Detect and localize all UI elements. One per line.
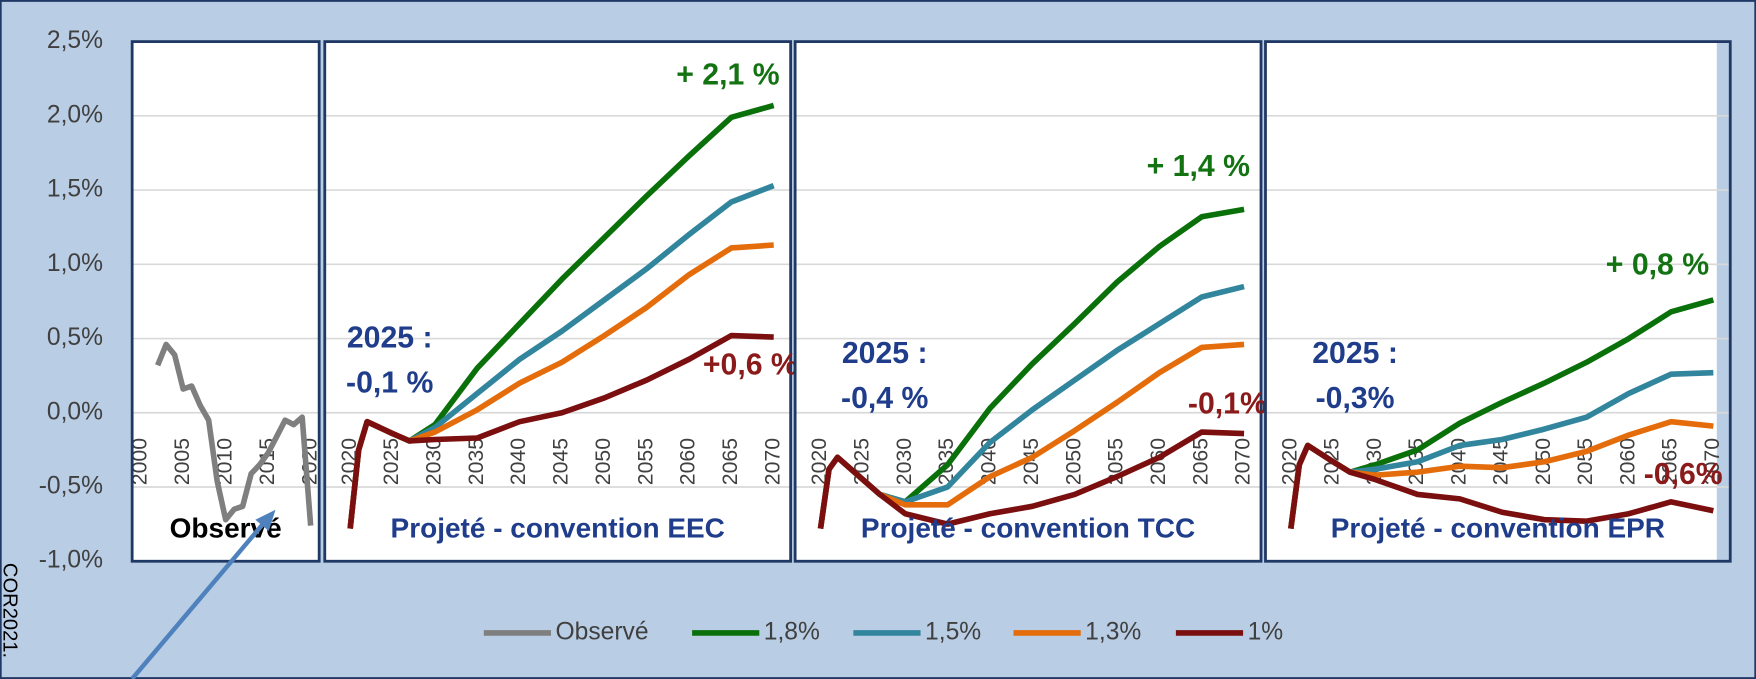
- x-tick-label: 2050: [1061, 438, 1085, 485]
- x-tick-label: 2045: [1489, 438, 1513, 485]
- legend-label: 1,3%: [1085, 618, 1141, 645]
- legend-label: 1%: [1248, 618, 1284, 645]
- annotation: + 2,1 %: [676, 58, 779, 91]
- x-tick-label: 2065: [1188, 438, 1212, 485]
- legend-label: Observé: [555, 618, 648, 645]
- annotation: +0,6 %: [703, 348, 798, 381]
- y-tick-label: 2,0%: [47, 101, 103, 128]
- x-tick-label: 2035: [464, 438, 488, 485]
- x-tick-label: 2050: [591, 438, 615, 485]
- y-tick-label: 1,0%: [47, 250, 103, 277]
- panel-border: [323, 40, 793, 563]
- x-tick-label: 2030: [892, 438, 916, 485]
- panel-frame: [1265, 41, 1731, 562]
- panel-frame: [324, 41, 791, 562]
- y-tick-label: -0,5%: [39, 473, 103, 500]
- annotation: -0,6%: [1644, 458, 1723, 491]
- x-tick-label: 2070: [1231, 438, 1255, 485]
- annotation: -0,3%: [1316, 382, 1395, 415]
- scroll-strip: [1716, 41, 1731, 562]
- panel-frame: [132, 41, 320, 562]
- x-tick-label: 2005: [170, 438, 194, 485]
- x-tick-label: 2045: [1019, 438, 1043, 485]
- y-tick-label: -1,0%: [39, 547, 103, 574]
- panel-title: Projeté - convention EEC: [391, 512, 725, 543]
- annotation: 2025 :: [347, 321, 433, 354]
- arrow: [130, 518, 269, 679]
- panel-title: Projeté - convention EPR: [1331, 512, 1665, 543]
- annotation: 2025 :: [1312, 337, 1398, 370]
- y-tick-label: 2,5%: [47, 27, 103, 54]
- x-tick-label: 2055: [633, 438, 657, 485]
- x-tick-label: 2025: [379, 438, 403, 485]
- x-tick-label: 2030: [422, 438, 446, 485]
- legend-label: 1,5%: [925, 618, 981, 645]
- x-tick-label: 2060: [676, 438, 700, 485]
- y-tick-label: 0,0%: [47, 398, 103, 425]
- x-tick-label: 2060: [1615, 438, 1639, 485]
- panel-frame: [795, 41, 1262, 562]
- annotation: -0,1 %: [346, 366, 433, 399]
- series-line: [347, 332, 774, 529]
- series-line: [1288, 442, 1714, 529]
- annotation: 2025 :: [842, 337, 928, 370]
- panel-border: [793, 40, 1263, 563]
- panel-border: [1264, 40, 1732, 563]
- annotation: + 0,8 %: [1606, 249, 1709, 282]
- series-line: [155, 341, 314, 526]
- side-note: COR2021.: [0, 563, 21, 658]
- x-tick-label: 2070: [760, 438, 784, 485]
- x-tick-label: 2040: [506, 438, 530, 485]
- x-tick-label: 2065: [1658, 438, 1682, 485]
- panel-title: Projeté - convention TCC: [861, 512, 1195, 543]
- annotation: + 1,4 %: [1147, 150, 1250, 183]
- legend-label: 1,8%: [764, 618, 820, 645]
- x-tick-label: 2045: [549, 438, 573, 485]
- arrow-head: [255, 509, 276, 532]
- annotation: -0,4 %: [841, 382, 928, 415]
- panel-border: [130, 40, 321, 563]
- y-tick-label: 1,5%: [47, 176, 103, 203]
- x-tick-label: 2055: [1573, 438, 1597, 485]
- x-tick-label: 2070: [1700, 438, 1724, 485]
- x-tick-label: 2065: [718, 438, 742, 485]
- annotation: -0,1%: [1188, 388, 1267, 421]
- y-tick-label: 0,5%: [47, 324, 103, 351]
- series-line: [817, 429, 1245, 529]
